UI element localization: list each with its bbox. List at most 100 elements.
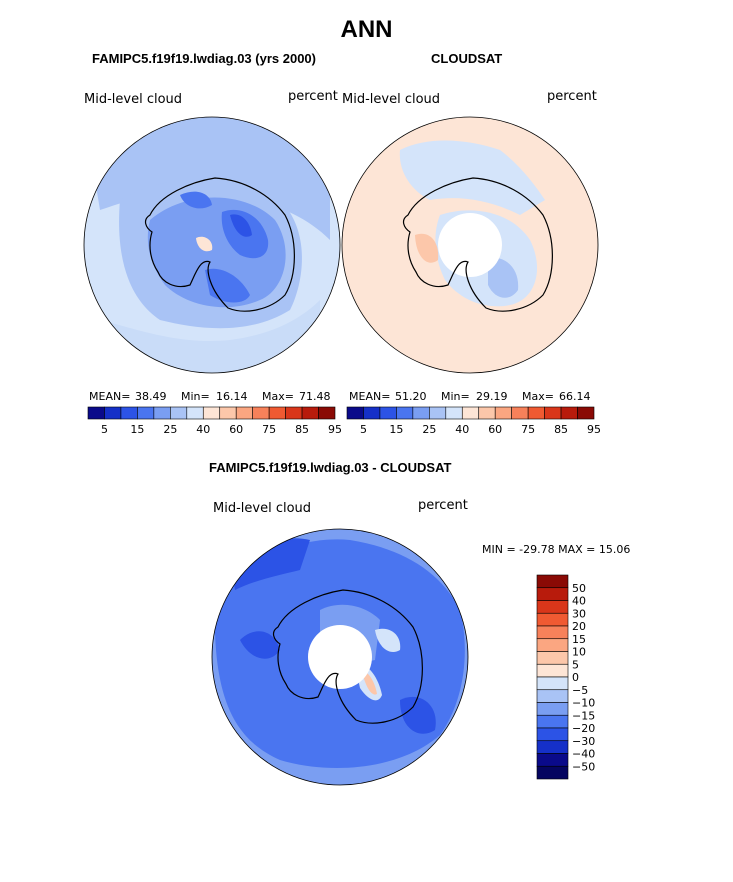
map2-coastline: [402, 177, 553, 312]
colorbar-swatch: [577, 406, 595, 420]
colorbar-tick-label: 50: [572, 582, 586, 595]
colorbar-swatch: [153, 406, 171, 420]
colorbar-swatch: [219, 406, 237, 420]
colorbar-swatch: [536, 625, 569, 640]
panel1-max-value: 71.48: [299, 390, 331, 403]
panel2-mean-value: 51.20: [395, 390, 427, 403]
colorbar-swatch: [536, 638, 569, 652]
colorbar-swatch: [536, 574, 569, 589]
colorbar-tick-label: 25: [422, 423, 436, 436]
colorbar-tick-label: 85: [554, 423, 568, 436]
panel2-title: CLOUDSAT: [431, 51, 503, 66]
colorbar-tick-label: −20: [572, 722, 595, 735]
panel1-colorbar: 5 15 25 40 60 75 85 95: [87, 406, 342, 436]
map3-contour-band: [400, 696, 436, 734]
colorbar-tick-label: −50: [572, 760, 595, 773]
colorbar-tick-label: 95: [328, 423, 342, 436]
colorbar-swatch: [536, 600, 569, 614]
colorbar-tick-label: −40: [572, 748, 595, 761]
colorbar-swatch: [186, 406, 204, 420]
colorbar-swatch: [536, 651, 569, 665]
colorbar-swatch: [536, 727, 569, 742]
colorbar-tick-label: 5: [572, 658, 579, 671]
colorbar-swatch: [511, 406, 529, 420]
map2-border: [341, 116, 599, 374]
map3-contour-band: [375, 628, 401, 652]
colorbar-swatch: [536, 702, 569, 716]
colorbar-swatch: [560, 406, 578, 420]
panel2-min-value: 29.19: [476, 390, 508, 403]
page-title: ANN: [340, 16, 393, 43]
colorbar-swatch: [268, 406, 286, 420]
colorbar-tick-label: 5: [360, 423, 367, 436]
colorbar-tick-label: 40: [196, 423, 210, 436]
colorbar-tick-label: 15: [572, 633, 586, 646]
colorbar-tick-label: 40: [572, 595, 586, 608]
colorbar-swatch: [170, 406, 188, 420]
map2-missing-pole: [438, 213, 502, 277]
colorbar-tick-label: −15: [572, 709, 595, 722]
panel3-title: FAMIPC5.f19f19.lwdiag.03 - CLOUDSAT: [209, 460, 452, 475]
panel3-range-text: MIN = -29.78 MAX = 15.06: [482, 543, 631, 556]
colorbar-tick-label: −5: [572, 684, 588, 697]
panel3-units: percent: [418, 498, 468, 513]
colorbar-swatch: [536, 753, 569, 767]
colorbar-swatch: [429, 406, 447, 420]
colorbar-swatch: [363, 406, 381, 420]
panel2-map: [341, 116, 599, 374]
colorbar-tick-label: 10: [572, 646, 586, 659]
map1-coastline: [144, 177, 295, 312]
colorbar-swatch: [301, 406, 319, 420]
colorbar-swatch: [235, 406, 253, 420]
colorbar-swatch: [252, 406, 270, 420]
map3-missing-pole: [308, 625, 372, 689]
panel1-units: percent: [288, 89, 338, 104]
colorbar-swatch: [318, 406, 336, 420]
colorbar-swatch: [137, 406, 155, 420]
colorbar-swatch: [445, 406, 463, 420]
colorbar-tick-label: 75: [521, 423, 535, 436]
colorbar-swatch: [536, 740, 569, 754]
map3-coastline: [272, 589, 423, 724]
panel2-colorbar: 5 15 25 40 60 75 85 95: [346, 406, 601, 436]
colorbar-tick-label: −30: [572, 735, 595, 748]
colorbar-tick-label: 85: [295, 423, 309, 436]
panel2-max-value: 66.14: [559, 390, 591, 403]
colorbar-swatch: [461, 406, 480, 420]
colorbar-swatch: [478, 406, 496, 420]
panel2-mean-label: MEAN=: [349, 390, 391, 403]
colorbar-swatch: [120, 406, 138, 420]
colorbar-tick-label: 15: [130, 423, 144, 436]
colorbar-tick-label: 20: [572, 620, 586, 633]
map2-contour-band: [415, 233, 439, 263]
colorbar-swatch: [527, 406, 545, 420]
colorbar-swatch: [536, 765, 569, 780]
colorbar-swatch: [412, 406, 430, 420]
panel3-map: [211, 528, 469, 786]
colorbar-swatch: [104, 406, 122, 420]
colorbar-tick-label: 60: [229, 423, 243, 436]
colorbar-swatch: [536, 714, 569, 729]
panel1-min-value: 16.14: [216, 390, 248, 403]
panel2-field-label: Mid-level cloud: [342, 92, 441, 107]
panel1-mean-value: 38.49: [135, 390, 167, 403]
colorbar-tick-label: 30: [572, 607, 586, 620]
colorbar-tick-label: 95: [587, 423, 601, 436]
colorbar-swatch: [87, 406, 105, 420]
colorbar-swatch: [536, 612, 569, 627]
map1-contour-band: [196, 236, 213, 252]
colorbar-swatch: [396, 406, 414, 420]
map3-border: [211, 528, 469, 786]
colorbar-swatch: [536, 587, 569, 601]
map1-border: [83, 116, 341, 374]
panel2-units: percent: [547, 89, 597, 104]
colorbar-swatch: [346, 406, 364, 420]
map2-contour-band: [488, 257, 519, 298]
colorbar-tick-label: 40: [455, 423, 469, 436]
colorbar-tick-label: 75: [262, 423, 276, 436]
colorbar-swatch: [494, 406, 512, 420]
map1-contour-band: [230, 214, 252, 237]
colorbar-tick-label: 60: [488, 423, 502, 436]
